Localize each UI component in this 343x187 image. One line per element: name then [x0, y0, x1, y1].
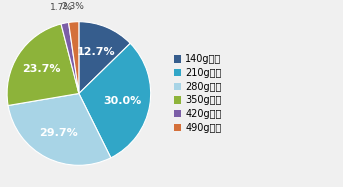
Wedge shape [79, 43, 151, 158]
Text: 2.3%: 2.3% [61, 2, 84, 11]
Wedge shape [7, 24, 79, 105]
Wedge shape [8, 94, 111, 165]
Wedge shape [69, 22, 79, 94]
Text: 12.7%: 12.7% [77, 47, 116, 57]
Text: 29.7%: 29.7% [39, 128, 78, 138]
Legend: 140g以上, 210g以上, 280g以上, 350g以上, 420g以上, 490g以上: 140g以上, 210g以上, 280g以上, 350g以上, 420g以上, … [174, 54, 222, 133]
Text: 1.7%: 1.7% [50, 3, 73, 12]
Wedge shape [61, 22, 79, 94]
Wedge shape [79, 22, 130, 94]
Text: 23.7%: 23.7% [22, 64, 61, 74]
Text: 30.0%: 30.0% [104, 96, 142, 106]
